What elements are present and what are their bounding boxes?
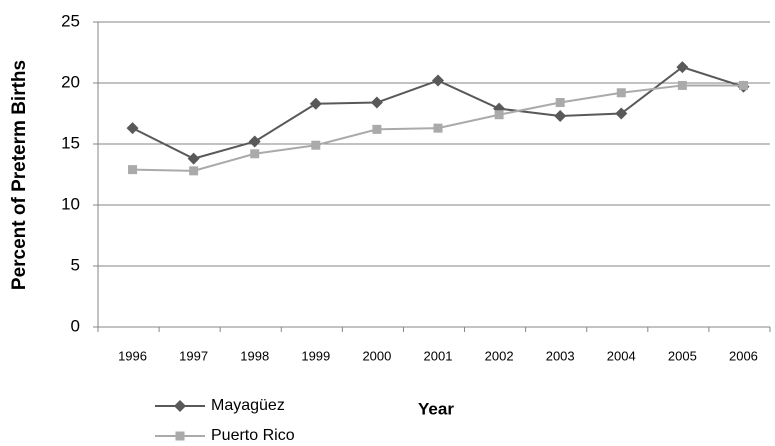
x-tick-label: 2001 bbox=[424, 348, 453, 363]
data-point bbox=[554, 109, 567, 122]
data-point bbox=[187, 152, 200, 165]
data-point bbox=[738, 80, 748, 90]
data-point bbox=[555, 98, 565, 108]
x-tick-label: 2006 bbox=[729, 348, 758, 363]
y-tick-label: 25 bbox=[61, 11, 80, 30]
data-point bbox=[615, 107, 628, 120]
x-tick-label: 1999 bbox=[301, 348, 330, 363]
legend-label: Mayagüez bbox=[211, 397, 285, 414]
data-point bbox=[250, 149, 260, 159]
data-point bbox=[616, 88, 626, 98]
x-axis-title: Year bbox=[418, 399, 454, 418]
data-point bbox=[432, 74, 444, 87]
data-point bbox=[676, 61, 689, 74]
data-point bbox=[677, 80, 687, 90]
legend-label: Puerto Rico bbox=[211, 427, 295, 444]
x-tick-label: 2002 bbox=[485, 348, 514, 363]
data-point bbox=[248, 135, 261, 148]
legend-marker bbox=[174, 400, 186, 412]
y-axis-title: Percent of Preterm Births bbox=[9, 60, 30, 290]
data-point bbox=[311, 140, 321, 150]
y-tick-label: 5 bbox=[71, 255, 80, 274]
x-tick-label: 2004 bbox=[607, 348, 636, 363]
y-tick-label: 10 bbox=[61, 194, 80, 213]
y-tick-label: 0 bbox=[71, 316, 80, 335]
data-point bbox=[433, 123, 443, 133]
data-point bbox=[309, 97, 322, 110]
y-tick-label: 15 bbox=[61, 133, 80, 152]
data-point bbox=[128, 165, 138, 175]
data-point bbox=[189, 166, 199, 176]
x-tick-label: 2000 bbox=[362, 348, 391, 363]
x-tick-label: 2005 bbox=[668, 348, 697, 363]
x-tick-label: 1997 bbox=[179, 348, 208, 363]
x-tick-label: 1998 bbox=[240, 348, 269, 363]
x-tick-label: 1996 bbox=[118, 348, 147, 363]
data-point bbox=[370, 96, 383, 109]
legend-marker bbox=[175, 431, 185, 441]
data-point bbox=[126, 122, 139, 135]
x-tick-label: 2003 bbox=[546, 348, 575, 363]
y-tick-label: 20 bbox=[61, 72, 80, 91]
data-point bbox=[494, 110, 504, 120]
data-point bbox=[372, 124, 382, 134]
